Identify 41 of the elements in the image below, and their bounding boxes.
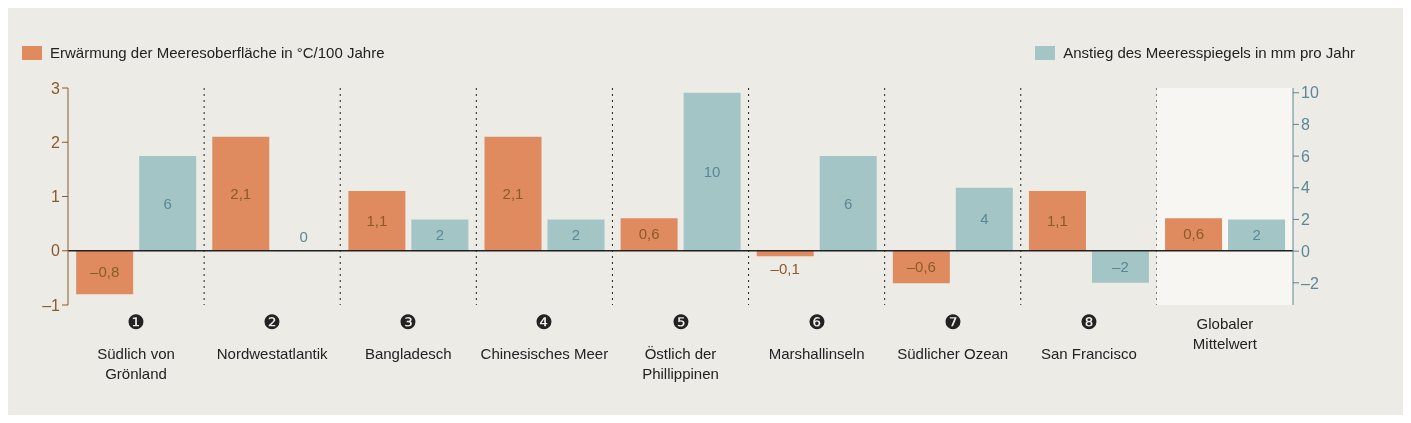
y-tick-label: 2	[51, 133, 61, 151]
y-tick-label: 0	[51, 242, 61, 260]
x-tick-label: ❶ Südlich von Grönland	[97, 311, 175, 382]
y2-tick-label: 0	[1301, 242, 1310, 260]
legend-label: Anstieg des Meeresspiegels in mm pro Jahr	[1063, 44, 1355, 61]
data-label: –0,6	[906, 258, 936, 276]
data-label: 6	[844, 194, 853, 212]
x-tick-label: ❷ Nordwestatlantik	[216, 311, 329, 362]
x-tick-label: ❼ Südlicher Ozean	[897, 311, 1009, 362]
y2-tick-label: 4	[1301, 179, 1310, 197]
data-label: 0,6	[1183, 225, 1204, 243]
y2-tick-label: 6	[1301, 147, 1310, 165]
y2-tick-label: 8	[1301, 116, 1310, 134]
data-label: 2	[1252, 226, 1261, 244]
data-label: 0	[299, 228, 308, 246]
data-label: 2	[571, 226, 581, 244]
x-tick-label: ❸ Bangladesch	[364, 311, 452, 362]
data-label: 1,1	[1047, 211, 1068, 229]
data-label: 6	[163, 194, 172, 212]
data-label: 2,1	[230, 184, 252, 202]
y-tick-label: 1	[51, 188, 61, 206]
data-label: –0,8	[90, 263, 120, 281]
x-tick-label: ❻ Marshallinseln	[768, 311, 865, 362]
data-label: –2	[1112, 257, 1129, 275]
x-tick-label: ❺ Östlich der Phillippinen	[642, 311, 719, 382]
data-label: 2,1	[502, 184, 524, 202]
x-tick-label: ❹ Chinesisches Meer	[480, 311, 609, 362]
data-label: 10	[703, 162, 721, 180]
data-label: 1,1	[366, 211, 388, 229]
data-label: 2	[435, 226, 445, 244]
y2-tick-label: 2	[1301, 211, 1310, 229]
x-tick-label: Globaler Mittelwert	[1192, 315, 1258, 352]
data-label: 4	[980, 210, 989, 228]
legend-label: Erwärmung der Meeresoberfläche in °C/100 Jahre	[50, 44, 385, 61]
y2-tick-label: –2	[1301, 274, 1319, 292]
y2-tick-label: 10	[1301, 84, 1319, 102]
y-tick-label: –1	[42, 296, 61, 314]
y-tick-label: 3	[51, 79, 61, 97]
x-tick-label: ❽ San Francisco	[1040, 311, 1137, 362]
data-label: 0,6	[638, 225, 660, 243]
data-label: –0,1	[770, 260, 800, 278]
